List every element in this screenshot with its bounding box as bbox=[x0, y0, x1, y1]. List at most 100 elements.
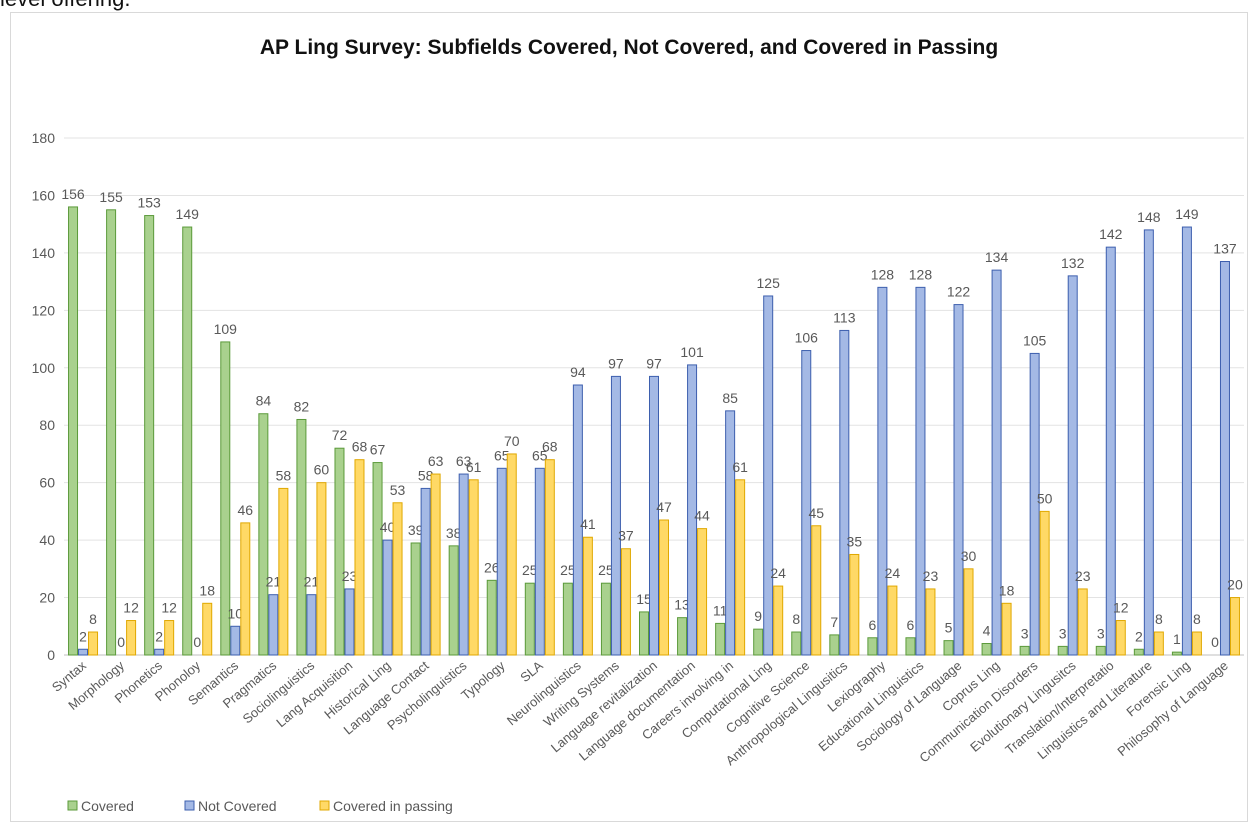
data-label: 1 bbox=[1173, 631, 1181, 647]
bar bbox=[659, 519, 669, 656]
data-label: 149 bbox=[1175, 206, 1199, 222]
data-label: 25 bbox=[522, 562, 538, 578]
data-label: 4 bbox=[983, 623, 991, 639]
y-tick-label: 0 bbox=[47, 647, 55, 663]
data-label: 63 bbox=[428, 453, 444, 469]
data-label: 9 bbox=[754, 608, 762, 624]
bar bbox=[1181, 226, 1192, 656]
bar bbox=[506, 453, 517, 656]
bar bbox=[202, 602, 213, 656]
data-label: 20 bbox=[1227, 577, 1243, 593]
bar bbox=[915, 286, 926, 656]
bar bbox=[867, 637, 878, 656]
bar bbox=[791, 631, 802, 656]
bar bbox=[420, 487, 431, 656]
data-label: 44 bbox=[694, 508, 710, 524]
data-label: 30 bbox=[961, 548, 977, 564]
data-label: 128 bbox=[909, 266, 933, 282]
bar bbox=[430, 473, 441, 656]
data-label: 25 bbox=[598, 562, 614, 578]
legend-label: Covered in passing bbox=[333, 798, 453, 814]
bar bbox=[458, 473, 469, 656]
bar bbox=[1077, 588, 1088, 656]
bar bbox=[1143, 229, 1154, 656]
data-label: 106 bbox=[795, 330, 819, 346]
bar bbox=[572, 384, 583, 656]
bar bbox=[1133, 648, 1144, 656]
bar bbox=[839, 329, 850, 656]
bar bbox=[639, 611, 649, 656]
data-label: 61 bbox=[732, 459, 748, 475]
data-label: 101 bbox=[680, 344, 704, 360]
bar bbox=[126, 620, 137, 656]
data-label: 128 bbox=[871, 266, 895, 282]
bar bbox=[1115, 620, 1126, 656]
data-label: 132 bbox=[1061, 255, 1085, 271]
data-label: 11 bbox=[713, 602, 728, 618]
bar bbox=[887, 585, 898, 656]
bar bbox=[649, 375, 659, 656]
bar bbox=[1067, 275, 1078, 656]
y-tick-label: 140 bbox=[32, 245, 56, 261]
data-label: 148 bbox=[1137, 209, 1161, 225]
data-label: 61 bbox=[466, 459, 482, 475]
bar bbox=[849, 553, 860, 656]
data-label: 38 bbox=[446, 525, 462, 541]
data-label: 8 bbox=[1193, 611, 1201, 627]
bar bbox=[811, 525, 822, 656]
data-label: 0 bbox=[193, 634, 201, 650]
page-text-fragment: level offering. bbox=[0, 0, 130, 12]
bar bbox=[344, 588, 355, 656]
bar bbox=[1095, 645, 1106, 656]
bar bbox=[963, 568, 974, 656]
data-label: 7 bbox=[830, 614, 838, 630]
x-tick-label: Typology bbox=[458, 657, 508, 702]
data-label: 24 bbox=[885, 565, 901, 581]
bar bbox=[715, 622, 726, 656]
bar bbox=[258, 413, 269, 656]
legend-swatch bbox=[67, 800, 78, 811]
bar bbox=[753, 628, 764, 656]
data-label: 60 bbox=[314, 462, 330, 478]
y-tick-label: 80 bbox=[39, 417, 55, 433]
bar bbox=[468, 479, 479, 656]
data-label: 68 bbox=[352, 439, 368, 455]
data-label: 39 bbox=[408, 522, 424, 538]
bar bbox=[278, 487, 289, 656]
bar bbox=[600, 582, 611, 656]
bar bbox=[106, 209, 117, 656]
y-tick-label: 160 bbox=[32, 187, 56, 203]
data-label: 153 bbox=[137, 195, 161, 211]
data-label: 68 bbox=[542, 439, 558, 455]
data-label: 2 bbox=[79, 628, 87, 644]
data-label: 3 bbox=[1059, 625, 1067, 641]
bar bbox=[372, 462, 383, 656]
chart-title: AP Ling Survey: Subfields Covered, Not C… bbox=[259, 36, 999, 59]
bar bbox=[1171, 651, 1182, 656]
data-label: 58 bbox=[276, 467, 292, 483]
data-label: 149 bbox=[176, 206, 200, 222]
bar bbox=[392, 502, 403, 656]
data-label: 0 bbox=[1211, 634, 1219, 650]
bar bbox=[296, 418, 307, 656]
bar bbox=[610, 375, 621, 656]
data-label: 97 bbox=[608, 355, 624, 371]
bar bbox=[925, 588, 936, 656]
data-label: 24 bbox=[770, 565, 786, 581]
data-label: 50 bbox=[1037, 490, 1053, 506]
bar bbox=[1229, 597, 1240, 656]
data-label: 47 bbox=[656, 499, 672, 515]
data-label: 109 bbox=[214, 321, 238, 337]
bar bbox=[268, 594, 279, 656]
data-label: 21 bbox=[304, 574, 320, 590]
data-label: 41 bbox=[580, 516, 596, 532]
bar bbox=[334, 447, 345, 656]
data-label: 122 bbox=[947, 284, 971, 300]
bar bbox=[1001, 602, 1012, 656]
bar bbox=[220, 341, 231, 656]
data-label: 67 bbox=[370, 442, 386, 458]
bar bbox=[68, 206, 79, 656]
data-label: 72 bbox=[332, 427, 348, 443]
bar bbox=[1019, 645, 1030, 656]
data-label: 53 bbox=[390, 482, 406, 498]
